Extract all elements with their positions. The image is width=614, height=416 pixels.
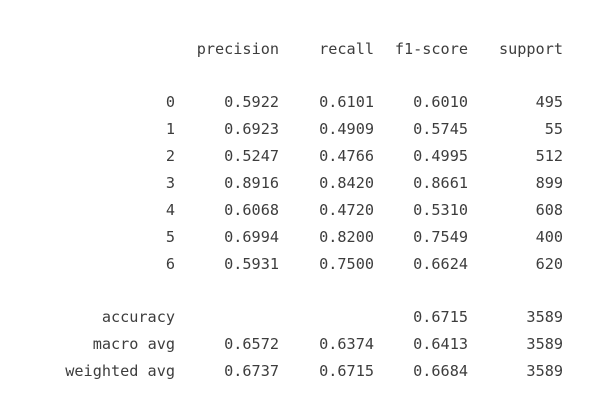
class-label: 1	[165, 120, 175, 138]
weighted-avg-label: weighted avg	[65, 362, 175, 380]
macro-avg-label: macro avg	[92, 335, 175, 353]
precision-value: 0.5922	[224, 93, 279, 111]
support-value: 620	[535, 255, 563, 273]
f1-score-value: 0.6010	[413, 93, 468, 111]
f1-score-value: 0.4995	[413, 147, 468, 165]
header-precision: precision	[196, 40, 279, 58]
f1-score-value: 0.7549	[413, 228, 468, 246]
macro-avg-row: macro avg 0.6572 0.6374 0.6413 3589	[0, 334, 614, 354]
recall-value: 0.8200	[319, 228, 374, 246]
accuracy-value: 0.6715	[413, 308, 468, 326]
f1-score-value: 0.8661	[413, 174, 468, 192]
precision-value: 0.5931	[224, 255, 279, 273]
recall-value: 0.4766	[319, 147, 374, 165]
f1-score-value: 0.6624	[413, 255, 468, 273]
f1-score-value: 0.6684	[413, 362, 468, 380]
table-row: 5 0.6994 0.8200 0.7549 400	[0, 227, 614, 247]
header-support: support	[498, 40, 563, 58]
precision-value: 0.6572	[224, 335, 279, 353]
header-f1-score: f1-score	[394, 40, 468, 58]
class-label: 6	[165, 255, 175, 273]
recall-value: 0.6101	[319, 93, 374, 111]
accuracy-row: accuracy 0.6715 3589	[0, 307, 614, 327]
class-label: 2	[165, 147, 175, 165]
class-label: 3	[165, 174, 175, 192]
class-label: 0	[165, 93, 175, 111]
precision-value: 0.6068	[224, 201, 279, 219]
f1-score-value: 0.6413	[413, 335, 468, 353]
table-row: 1 0.6923 0.4909 0.5745 55	[0, 119, 614, 139]
accuracy-label: accuracy	[101, 308, 175, 326]
f1-score-value: 0.5310	[413, 201, 468, 219]
accuracy-support: 3589	[526, 308, 563, 326]
header-recall: recall	[319, 40, 374, 58]
recall-value: 0.6715	[319, 362, 374, 380]
support-value: 3589	[526, 362, 563, 380]
class-label: 5	[165, 228, 175, 246]
recall-value: 0.6374	[319, 335, 374, 353]
table-row: 3 0.8916 0.8420 0.8661 899	[0, 173, 614, 193]
recall-value: 0.7500	[319, 255, 374, 273]
precision-value: 0.8916	[224, 174, 279, 192]
support-value: 608	[535, 201, 563, 219]
table-row: 0 0.5922 0.6101 0.6010 495	[0, 92, 614, 112]
precision-value: 0.6923	[224, 120, 279, 138]
recall-value: 0.4909	[319, 120, 374, 138]
support-value: 512	[535, 147, 563, 165]
recall-value: 0.8420	[319, 174, 374, 192]
class-label: 4	[165, 201, 175, 219]
table-row: 6 0.5931 0.7500 0.6624 620	[0, 254, 614, 274]
precision-value: 0.6737	[224, 362, 279, 380]
support-value: 55	[544, 120, 563, 138]
header-row: precision recall f1-score support	[0, 39, 614, 59]
recall-value: 0.4720	[319, 201, 374, 219]
precision-value: 0.5247	[224, 147, 279, 165]
f1-score-value: 0.5745	[413, 120, 468, 138]
support-value: 400	[535, 228, 563, 246]
support-value: 495	[535, 93, 563, 111]
support-value: 3589	[526, 335, 563, 353]
table-row: 4 0.6068 0.4720 0.5310 608	[0, 200, 614, 220]
table-row: 2 0.5247 0.4766 0.4995 512	[0, 146, 614, 166]
support-value: 899	[535, 174, 563, 192]
precision-value: 0.6994	[224, 228, 279, 246]
weighted-avg-row: weighted avg 0.6737 0.6715 0.6684 3589	[0, 361, 614, 381]
